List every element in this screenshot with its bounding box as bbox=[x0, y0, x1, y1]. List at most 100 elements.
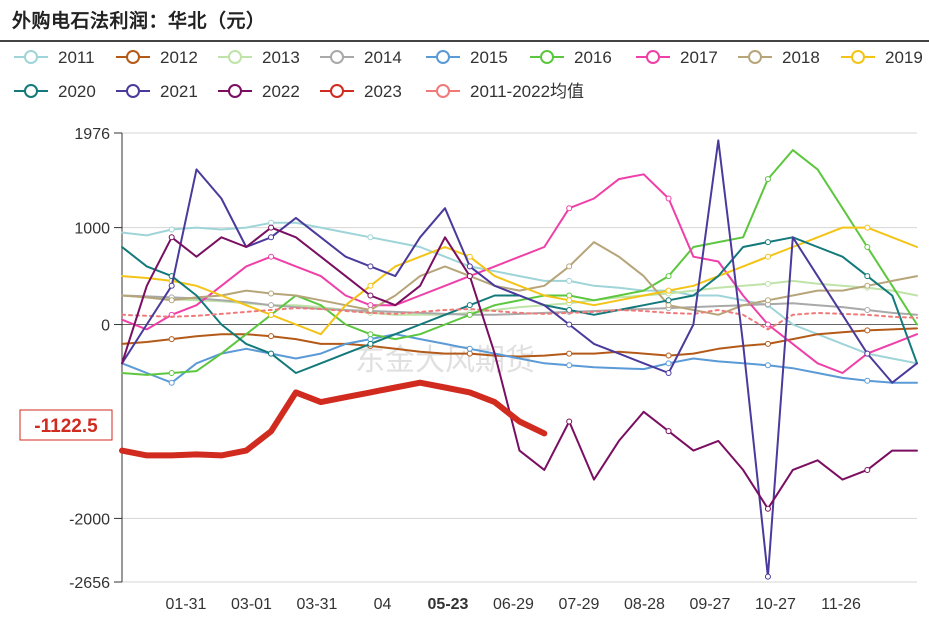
data-point-2019 bbox=[665, 287, 672, 294]
data-point-2020 bbox=[665, 297, 672, 304]
series-line-2019 bbox=[121, 226, 918, 336]
data-point-2014 bbox=[864, 307, 871, 314]
data-point-2018 bbox=[665, 302, 672, 309]
data-point-2018 bbox=[268, 290, 275, 297]
data-point-2021 bbox=[566, 321, 573, 328]
legend-item-2023: 2023 bbox=[320, 82, 402, 101]
series-line-2014 bbox=[121, 294, 918, 316]
data-point-2015 bbox=[864, 377, 871, 384]
x-tick-label: 06-29 bbox=[493, 596, 534, 613]
data-point-2016 bbox=[864, 243, 871, 250]
current-value-box bbox=[19, 409, 113, 441]
legend-item-2017: 2017 bbox=[636, 48, 718, 67]
x-tick-label: 03-31 bbox=[297, 596, 338, 613]
current-value-label: -1122.5 bbox=[19, 409, 113, 441]
data-point-2017 bbox=[764, 321, 771, 328]
data-point-2012 bbox=[864, 327, 871, 334]
x-tick-label: 01-31 bbox=[166, 596, 207, 613]
y-tick-label: -2000 bbox=[69, 511, 110, 528]
data-point-2022 bbox=[367, 292, 374, 299]
data-point-2019 bbox=[466, 253, 473, 260]
legend-marker-icon bbox=[646, 50, 660, 64]
legend-item-2019: 2019 bbox=[841, 48, 923, 67]
data-point-2022 bbox=[864, 466, 871, 473]
legend-item-2015: 2015 bbox=[426, 48, 508, 67]
y-tick-label: -2656 bbox=[69, 575, 110, 592]
data-point-2015 bbox=[367, 336, 374, 343]
data-point-2017 bbox=[665, 195, 672, 202]
legend-label: 2020 bbox=[58, 82, 96, 101]
data-point-2022 bbox=[268, 224, 275, 231]
series-line-2022 bbox=[121, 226, 918, 510]
series-line-2016 bbox=[121, 149, 918, 376]
legend-marker-icon bbox=[851, 50, 865, 64]
data-point-2013 bbox=[764, 280, 771, 287]
x-tick-label: 05-23 bbox=[428, 596, 469, 613]
chart-title: 外购电石法利润：华北（元） bbox=[12, 10, 266, 32]
data-point-2011 bbox=[566, 277, 573, 284]
data-point-2016 bbox=[764, 176, 771, 183]
legend-label: 2012 bbox=[160, 48, 198, 67]
current-value-text: -1122.5 bbox=[34, 416, 98, 437]
data-point-2020 bbox=[764, 239, 771, 246]
data-point-2018 bbox=[367, 307, 374, 314]
data-point-2015 bbox=[566, 362, 573, 369]
legend-marker-icon bbox=[330, 84, 344, 98]
x-tick-label: 07-29 bbox=[559, 596, 600, 613]
data-point-2015 bbox=[466, 345, 473, 352]
data-point-2022 bbox=[466, 273, 473, 280]
data-point-2018 bbox=[168, 297, 175, 304]
data-point-2016 bbox=[367, 331, 374, 338]
data-point-2019 bbox=[864, 224, 871, 231]
data-point-2021 bbox=[367, 263, 374, 270]
y-tick-label: 1976 bbox=[74, 126, 110, 143]
legend-item-2012: 2012 bbox=[116, 48, 198, 67]
data-point-2016 bbox=[466, 311, 473, 318]
legend-item-2011: 2011 bbox=[14, 48, 95, 67]
legend-marker-icon bbox=[436, 84, 450, 98]
legend-marker-icon bbox=[24, 50, 38, 64]
data-point-2012 bbox=[665, 352, 672, 359]
data-point-2011 bbox=[367, 234, 374, 241]
legend-label: 2023 bbox=[364, 82, 402, 101]
data-point-2019 bbox=[268, 311, 275, 318]
legend-label: 2021 bbox=[160, 82, 198, 101]
legend-label: 2016 bbox=[574, 48, 612, 67]
legend-label: 2014 bbox=[364, 48, 402, 67]
data-point-2012 bbox=[566, 350, 573, 357]
legend-marker-icon bbox=[24, 84, 38, 98]
data-point-2012 bbox=[268, 333, 275, 340]
legend-marker-icon bbox=[228, 84, 242, 98]
data-point-2020 bbox=[566, 307, 573, 314]
data-point-2019 bbox=[367, 282, 374, 289]
x-tick-label: 10-27 bbox=[755, 596, 796, 613]
legend-marker-icon bbox=[540, 50, 554, 64]
legend-marker-icon bbox=[436, 50, 450, 64]
legend-item-2018: 2018 bbox=[738, 48, 820, 67]
data-point-2016 bbox=[566, 292, 573, 299]
data-point-2019 bbox=[764, 253, 771, 260]
legend-item-2020: 2020 bbox=[14, 82, 96, 101]
legend-label: 2019 bbox=[885, 48, 923, 67]
data-point-2017 bbox=[367, 302, 374, 309]
legend-item-2016: 2016 bbox=[530, 48, 612, 67]
legend-label: 2013 bbox=[262, 48, 300, 67]
data-point-2020 bbox=[864, 273, 871, 280]
data-point-2020 bbox=[367, 340, 374, 347]
data-point-2022 bbox=[764, 505, 771, 512]
legend-marker-icon bbox=[228, 50, 242, 64]
legend-label: 2011 bbox=[58, 48, 95, 67]
y-tick-label: 0 bbox=[101, 318, 110, 335]
x-tick-label: 09-27 bbox=[690, 596, 731, 613]
series-line-2011-2022均值 bbox=[121, 307, 918, 331]
series-line-2011 bbox=[121, 221, 918, 365]
legend-marker-icon bbox=[126, 84, 140, 98]
data-point-2012 bbox=[466, 350, 473, 357]
data-point-2018 bbox=[864, 282, 871, 289]
data-point-2021 bbox=[665, 370, 672, 377]
series-line-2018 bbox=[121, 241, 918, 316]
data-point-2017 bbox=[268, 253, 275, 260]
x-tick-label: 11-26 bbox=[821, 596, 861, 613]
legend-item-2013: 2013 bbox=[218, 48, 300, 67]
